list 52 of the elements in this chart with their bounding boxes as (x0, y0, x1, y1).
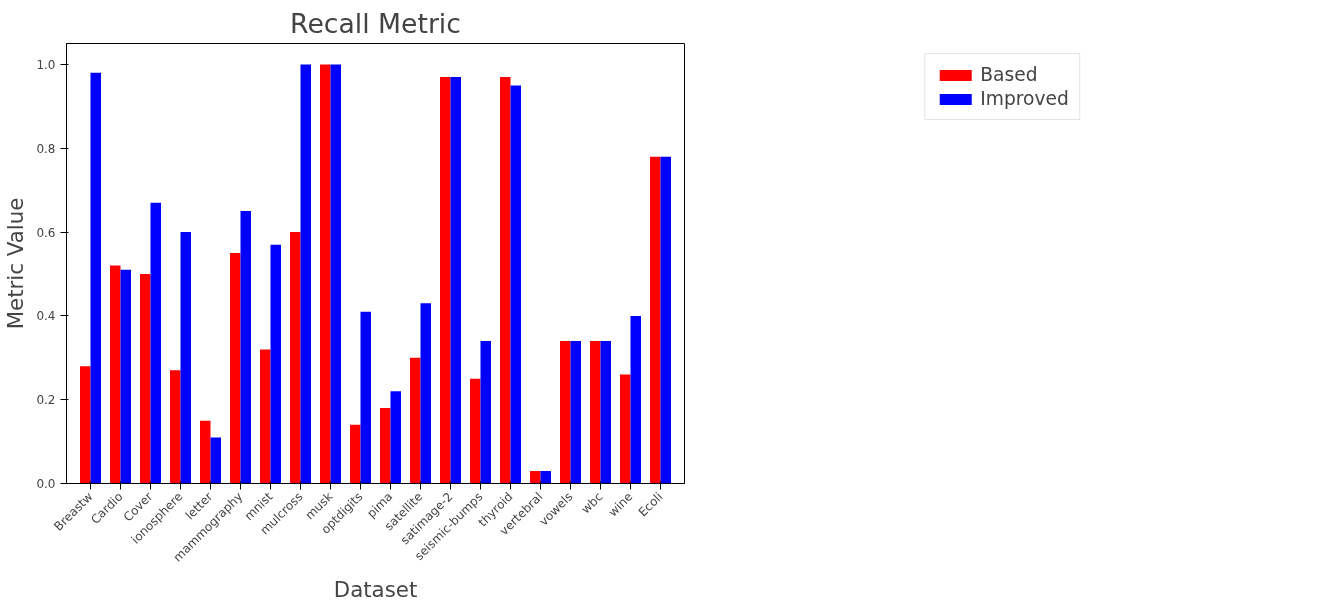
bar (590, 341, 601, 484)
x-axis-title: Dataset (333, 577, 418, 603)
bar (560, 341, 571, 484)
bar (120, 269, 131, 484)
bar (500, 77, 511, 484)
bar (140, 273, 151, 484)
bar (330, 64, 341, 484)
bar (360, 311, 371, 484)
bar (600, 341, 611, 484)
bar (200, 420, 211, 484)
x-tick-label: wbc (578, 489, 606, 517)
bar (530, 470, 541, 484)
bar (480, 341, 491, 484)
bar (80, 366, 91, 484)
legend-label: Based (980, 64, 1038, 85)
bar (270, 244, 281, 484)
bar (90, 72, 101, 484)
y-tick-label: 0.8 (36, 141, 56, 156)
y-tick-label: 0.0 (36, 477, 56, 491)
bar (180, 232, 191, 484)
y-tick-label: 0.6 (36, 225, 56, 240)
bar (290, 232, 301, 484)
bar (110, 265, 121, 484)
bar (410, 357, 421, 484)
bar (170, 370, 181, 484)
bar (260, 349, 271, 484)
bar (240, 211, 251, 484)
y-axis-title: Metric Value (3, 197, 29, 330)
bar (660, 156, 671, 484)
bar (450, 77, 461, 484)
bar (440, 77, 451, 484)
bar (420, 303, 431, 484)
bar (540, 470, 551, 484)
chart-title: Recall Metric (290, 7, 461, 39)
y-tick-label: 1.0 (36, 57, 56, 72)
bar (150, 202, 161, 484)
bar (510, 85, 521, 484)
bar (390, 391, 401, 484)
bar (350, 424, 361, 484)
bar (320, 64, 331, 484)
y-tick-label: 0.4 (36, 309, 56, 324)
bar (650, 156, 661, 484)
bar (380, 408, 391, 484)
bar (300, 64, 311, 484)
bar (630, 315, 641, 484)
y-tick-label: 0.2 (36, 393, 56, 408)
bar (210, 437, 221, 484)
legend-label: Improved (980, 88, 1069, 109)
bar (620, 374, 631, 484)
bar (230, 253, 241, 484)
bar (470, 378, 481, 484)
bar (570, 341, 581, 484)
